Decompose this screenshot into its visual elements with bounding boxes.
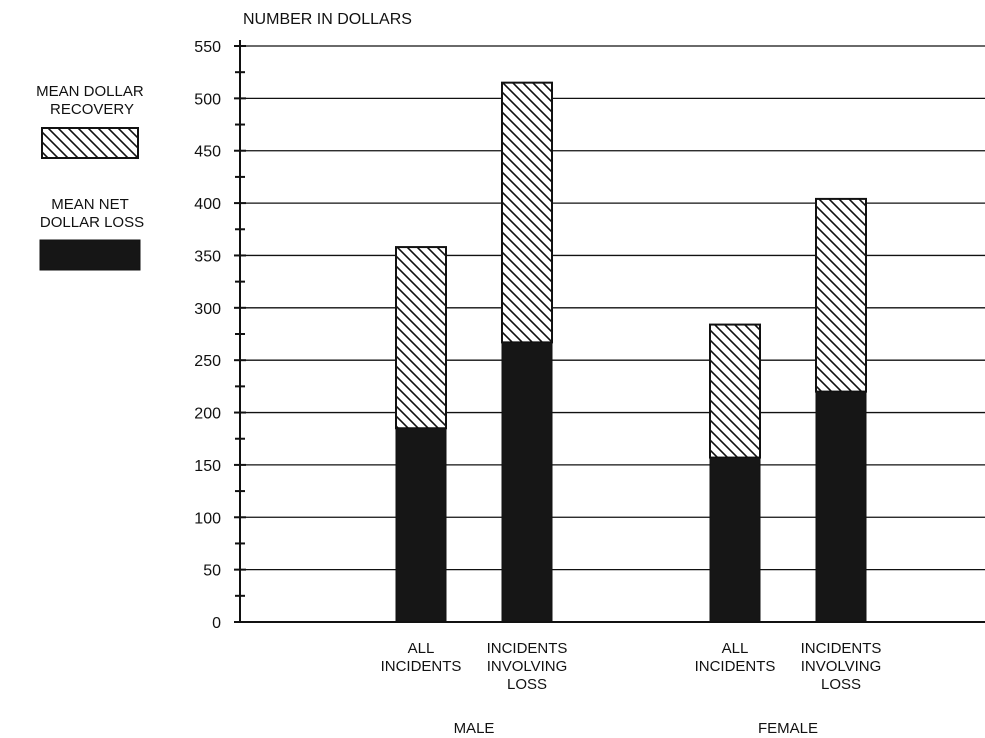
y-ticks: 0 50 100 150 200 250 300 350 400 450 500 550 [194, 39, 246, 632]
legend-label-loss-line-1: MEAN NET [51, 196, 128, 213]
bar-net-loss [396, 428, 446, 622]
y-tick-label: 200 [194, 406, 221, 423]
x-category-label-line: LOSS [507, 676, 547, 693]
x-category-label-line: ALL [722, 640, 749, 657]
x-category-label-line: LOSS [821, 676, 861, 693]
legend-swatch-loss [40, 240, 140, 270]
legend-label-loss: MEAN NET DOLLAR LOSS [40, 196, 144, 231]
legend-label-recovery-line-2: RECOVERY [50, 101, 134, 118]
y-tick-label: 250 [194, 353, 221, 370]
legend-label-loss-line-2: DOLLAR LOSS [40, 214, 144, 231]
y-tick-label: 350 [194, 248, 221, 265]
x-category-label: ALL INCIDENTS [695, 640, 776, 675]
x-category-label-line: INVOLVING [487, 658, 568, 675]
bar-net-loss [502, 342, 552, 622]
bar-recovery [502, 83, 552, 343]
x-category-label: INCIDENTS INVOLVING LOSS [487, 640, 568, 693]
bar-recovery [710, 325, 760, 458]
bar-net-loss [816, 392, 866, 622]
y-tick-label: 500 [194, 91, 221, 108]
gridlines [240, 46, 985, 570]
x-category-label-line: INCIDENTS [695, 658, 776, 675]
y-tick-label: 100 [194, 510, 221, 527]
legend: MEAN DOLLAR RECOVERY MEAN NET DOLLAR LOS… [36, 83, 148, 270]
y-axis-title: NUMBER IN DOLLARS [243, 11, 412, 28]
bar-recovery [396, 247, 446, 428]
bars [396, 83, 866, 622]
y-tick-label: 550 [194, 39, 221, 56]
x-category-label: INCIDENTS INVOLVING LOSS [801, 640, 882, 693]
y-tick-label: 400 [194, 196, 221, 213]
x-category-label-line: INCIDENTS [381, 658, 462, 675]
legend-label-recovery-line-1: MEAN DOLLAR [36, 83, 144, 100]
x-category-label-line: INCIDENTS [487, 640, 568, 657]
group-label: FEMALE [758, 720, 818, 737]
bar-recovery [816, 199, 866, 392]
legend-swatch-recovery [42, 128, 138, 158]
x-category-label-line: INVOLVING [801, 658, 882, 675]
y-tick-label: 50 [203, 563, 221, 580]
x-category-label: ALL INCIDENTS [381, 640, 462, 675]
bar-net-loss [710, 458, 760, 622]
axes [240, 40, 985, 622]
group-labels: MALE FEMALE [454, 720, 818, 737]
group-label: MALE [454, 720, 495, 737]
x-category-label-line: INCIDENTS [801, 640, 882, 657]
y-tick-label: 300 [194, 301, 221, 318]
y-tick-label: 450 [194, 144, 221, 161]
x-category-label-line: ALL [408, 640, 435, 657]
y-tick-label: 150 [194, 458, 221, 475]
y-tick-label: 0 [212, 615, 221, 632]
legend-label-recovery: MEAN DOLLAR RECOVERY [36, 83, 148, 118]
